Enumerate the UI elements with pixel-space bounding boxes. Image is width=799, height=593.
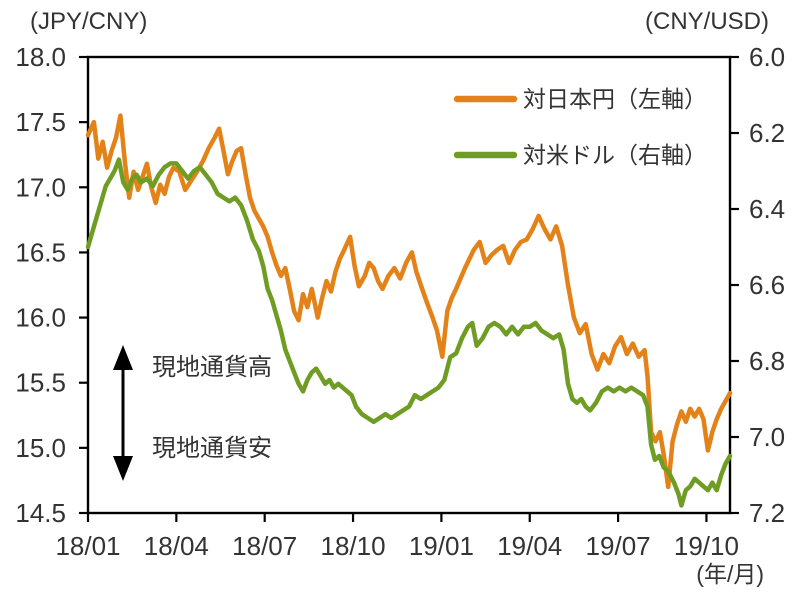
- x-axis-tick-label: 19/10: [674, 531, 739, 561]
- x-axis-tick-label: 18/07: [232, 531, 297, 561]
- left-axis-tick-label: 17.0: [15, 172, 66, 202]
- x-axis-tick-label: 19/04: [497, 531, 562, 561]
- currency-direction-annotation: 現地通貨高 現地通貨安: [113, 345, 272, 481]
- arrow-down-icon: [113, 456, 133, 481]
- x-axis-tick-label: 19/07: [586, 531, 651, 561]
- right-axis-unit-label: (CNY/USD): [645, 8, 769, 35]
- left-axis-ticks: 18.0 17.5 17.0 16.5 16.0 15.5 15.0 14.5: [15, 42, 88, 528]
- arrow-up-icon: [113, 345, 133, 370]
- x-axis-tick-label: 18/01: [55, 531, 120, 561]
- legend-label-jpy: 対日本円（左軸）: [523, 86, 707, 112]
- x-axis-tick-label: 18/10: [321, 531, 386, 561]
- left-axis-tick-label: 14.5: [15, 498, 66, 528]
- right-axis-tick-label: 6.0: [749, 42, 785, 72]
- annotation-local-currency-low: 現地通貨安: [152, 435, 272, 462]
- legend-label-usd: 対米ドル（右軸）: [523, 142, 707, 168]
- series-line-cny-usd: [85, 157, 733, 508]
- x-axis-tick-label: 19/01: [409, 531, 474, 561]
- annotation-local-currency-high: 現地通貨高: [152, 354, 272, 381]
- x-axis-tick-label: 18/04: [144, 531, 209, 561]
- right-axis-tick-label: 6.6: [749, 270, 785, 300]
- left-axis-unit-label: (JPY/CNY): [30, 8, 147, 35]
- left-axis-tick-label: 16.0: [15, 303, 66, 333]
- right-axis-tick-label: 6.8: [749, 346, 785, 376]
- right-axis-tick-label: 7.2: [749, 498, 785, 528]
- left-axis-tick-label: 15.5: [15, 368, 66, 398]
- right-axis-tick-label: 7.0: [749, 422, 785, 452]
- left-axis-tick-label: 17.5: [15, 107, 66, 137]
- x-axis-unit-label: (年/月): [696, 561, 764, 587]
- right-axis-ticks: 6.0 6.2 6.4 6.6 6.8 7.0 7.2: [730, 42, 785, 528]
- left-axis-tick-label: 18.0: [15, 42, 66, 72]
- right-axis-tick-label: 6.2: [749, 118, 785, 148]
- series-lines: [85, 113, 733, 508]
- x-axis-ticks: 18/01 18/04 18/07 18/10 19/01 19/04 19/07 19/10: [55, 513, 739, 561]
- left-axis-tick-label: 15.0: [15, 433, 66, 463]
- right-axis-tick-label: 6.4: [749, 194, 785, 224]
- left-axis-tick-label: 16.5: [15, 237, 66, 267]
- legend: 対日本円（左軸） 対米ドル（右軸）: [453, 86, 707, 168]
- series-line-jpy-cny: [85, 113, 733, 490]
